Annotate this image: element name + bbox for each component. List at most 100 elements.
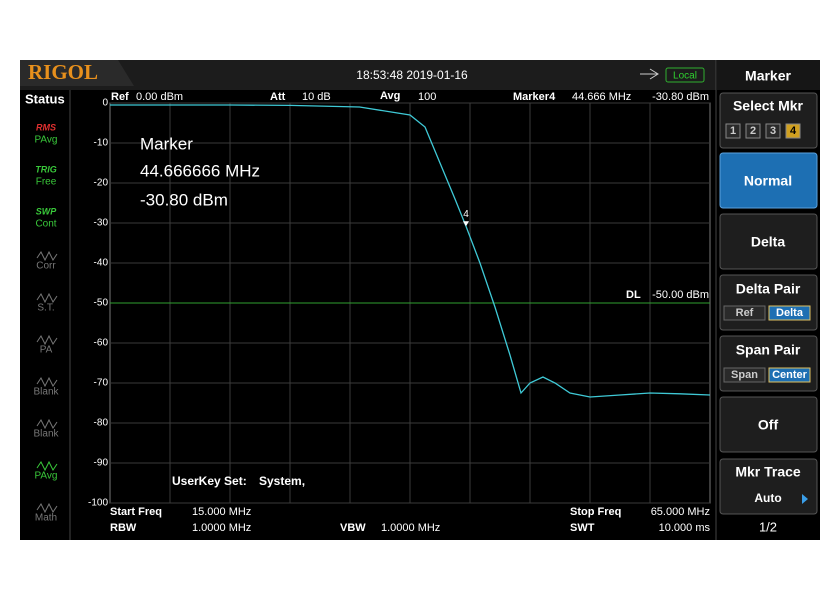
vbw-label: VBW: [340, 522, 366, 534]
y-tick-label: -60: [94, 338, 109, 349]
status-label: PAvg: [35, 471, 58, 482]
start-value: 15.000 MHz: [192, 506, 251, 518]
y-tick-label: -20: [94, 178, 109, 189]
y-tick-label: -70: [94, 378, 109, 389]
menu-header: [717, 60, 820, 90]
remote-status: Local: [673, 71, 697, 82]
option-box: [723, 367, 766, 383]
usb-icon: [640, 68, 659, 80]
marker-amp: -30.80 dBm: [652, 91, 709, 103]
span-pair-options: Span Center: [723, 367, 811, 383]
status-label: Corr: [36, 261, 56, 272]
status-items: RMS PAvg TRIG Free SWP Cont Corr S.T. PA Blank Bla…: [33, 122, 59, 523]
rbw-value: 1.0000 MHz: [192, 522, 251, 534]
userkey-value: System,: [259, 474, 305, 488]
trace: [110, 104, 711, 398]
mkr-trace-button: Mkr Trace: [735, 464, 801, 480]
menu-title: Marker: [745, 68, 791, 84]
stop-label: Stop Freq: [570, 506, 621, 518]
avg-label: Avg: [380, 90, 400, 102]
ref-value: 0.00 dBm: [136, 91, 183, 103]
vbw-value: 1.0000 MHz: [381, 522, 440, 534]
screen-bg: [20, 60, 820, 540]
marker-freq: 44.666 MHz: [572, 91, 631, 103]
option-box: [785, 123, 801, 139]
status-tag: SWP: [36, 206, 57, 216]
status-label: PA: [40, 345, 53, 356]
status-icon: [36, 334, 58, 346]
y-tick-label: -30: [94, 218, 109, 229]
y-tick-label: 0: [102, 98, 108, 109]
marker-label: Marker4: [513, 91, 556, 103]
option-box: [768, 305, 811, 321]
normal-button: Normal: [744, 173, 792, 189]
status-tag: RMS: [36, 122, 56, 132]
delta-pair-button: Delta Pair: [736, 281, 801, 297]
userkey-label: UserKey Set:: [172, 474, 247, 488]
option-label: 1: [730, 125, 736, 137]
option-box: [725, 123, 741, 139]
y-tick-label: -40: [94, 258, 109, 269]
select-options: 1 2 3 4: [725, 123, 801, 139]
marker-point: [463, 221, 469, 227]
status-label: Blank: [33, 387, 59, 398]
display-line-label: DL: [626, 289, 641, 301]
option-label: Ref: [736, 307, 754, 319]
rbw-label: RBW: [110, 522, 137, 534]
logo: RIGOL: [28, 60, 98, 84]
delta-button: Delta: [751, 234, 785, 250]
status-label: PAvg: [35, 135, 58, 146]
swt-label: SWT: [570, 522, 595, 534]
status-label: Math: [35, 513, 57, 524]
option-label: 3: [770, 125, 776, 137]
marker-box-freq: 44.666666 MHz: [140, 161, 260, 180]
option-label: Span: [731, 369, 758, 381]
status-label: Blank: [33, 429, 59, 440]
option-label: 2: [750, 125, 756, 137]
page-indicator: 1/2: [759, 519, 777, 534]
option-box: [768, 367, 811, 383]
option-label: 4: [790, 125, 797, 137]
marker-label: 4: [463, 209, 469, 220]
option-label: Center: [772, 369, 808, 381]
status-label: S.T.: [37, 303, 54, 314]
menu-button[interactable]: [719, 458, 818, 515]
status-icon: [36, 250, 58, 262]
menu-button-active[interactable]: [719, 152, 818, 209]
mkr-trace-value: Auto: [754, 491, 781, 505]
status-title: Status: [25, 91, 65, 106]
option-box: [765, 123, 781, 139]
option-box: [745, 123, 761, 139]
y-tick-label: -90: [94, 458, 109, 469]
datetime: 18:53:48 2019-01-16: [356, 68, 468, 82]
menu-button[interactable]: [719, 396, 818, 453]
select-mkr-label: Select Mkr: [733, 98, 804, 114]
status-label: Free: [36, 177, 57, 188]
local-box: [665, 67, 705, 83]
marker-box-title: Marker: [140, 134, 193, 153]
status-icon: [36, 376, 58, 388]
status-icon: [36, 292, 58, 304]
logo-bg: [20, 60, 134, 86]
display-line-value: -50.00 dBm: [652, 289, 709, 301]
stop-value: 65.000 MHz: [651, 506, 710, 518]
marker-box-amp: -30.80 dBm: [140, 190, 228, 209]
ref-label: Ref: [111, 91, 129, 103]
menu-button[interactable]: [719, 213, 818, 270]
y-tick-label: -100: [88, 498, 108, 509]
y-tick-label: -80: [94, 418, 109, 429]
start-label: Start Freq: [110, 506, 162, 518]
swt-value: 10.000 ms: [659, 522, 711, 534]
arrow: [802, 494, 808, 504]
att-label: Att: [270, 91, 286, 103]
span-pair-button: Span Pair: [736, 342, 801, 358]
top-bar: [20, 60, 716, 90]
status-icon: [36, 418, 58, 430]
y-tick-label: -10: [94, 138, 109, 149]
att-value: 10 dB: [302, 91, 331, 103]
status-label: Cont: [35, 219, 56, 230]
status-tag: TRIG: [35, 164, 57, 174]
avg-value: 100: [418, 91, 436, 103]
status-icon: [36, 460, 58, 472]
y-tick-label: -50: [94, 298, 109, 309]
